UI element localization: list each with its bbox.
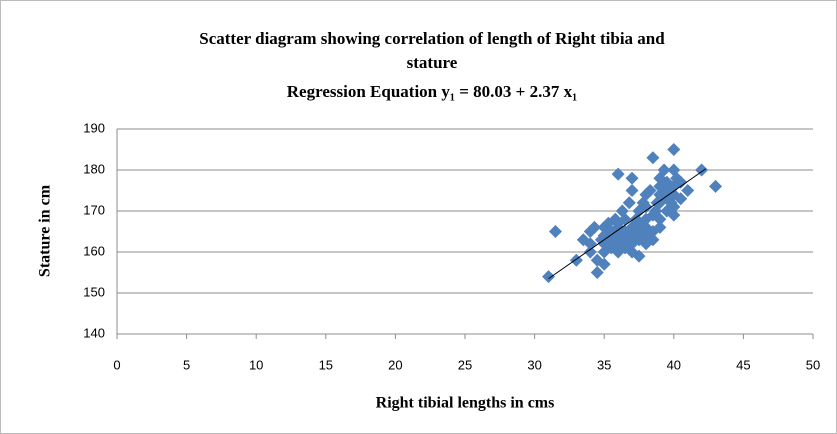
point: [646, 233, 660, 247]
y-tick-label: 140: [83, 325, 105, 340]
x-tick-label: 35: [597, 357, 611, 372]
point: [639, 200, 653, 214]
point: [657, 163, 671, 177]
point: [583, 245, 597, 259]
y-axis-label: Stature in cm: [37, 184, 54, 277]
point: [653, 212, 667, 226]
point: [681, 184, 695, 197]
x-tick-label: 40: [667, 357, 681, 372]
point: [625, 184, 639, 197]
x-tick-label: 25: [458, 357, 472, 372]
trend-line: [548, 168, 707, 280]
x-tick-label: 20: [388, 357, 402, 372]
point: [674, 192, 688, 206]
point: [709, 179, 723, 193]
point: [590, 266, 604, 279]
point: [597, 257, 611, 271]
point: [674, 175, 688, 189]
chart-title: Regression Equation y₁ = 80.03 + 2.37 x₁: [287, 82, 577, 101]
point: [667, 200, 681, 214]
y-tick-label: 160: [83, 243, 105, 258]
x-tick-label: 15: [319, 357, 333, 372]
y-tick-label: 190: [83, 120, 105, 135]
point: [643, 184, 657, 197]
x-tick-label: 10: [249, 357, 263, 372]
chart-title: stature: [407, 53, 458, 72]
x-tick-label: 5: [183, 357, 190, 372]
point: [542, 270, 556, 284]
y-tick-label: 180: [83, 161, 105, 176]
point: [587, 220, 601, 234]
point: [611, 167, 625, 181]
x-axis-label: Right tibial lengths in cms: [376, 395, 555, 412]
point: [667, 143, 681, 156]
point: [653, 220, 667, 234]
point: [622, 196, 636, 210]
chart-title: Scatter diagram showing correlation of l…: [199, 29, 665, 48]
x-tick-label: 30: [527, 357, 541, 372]
point: [548, 225, 562, 238]
y-tick-label: 150: [83, 284, 105, 299]
point: [632, 249, 646, 263]
x-tick-label: 45: [736, 357, 750, 372]
x-tick-label: 0: [113, 357, 120, 372]
point: [625, 171, 639, 185]
y-tick-label: 170: [83, 202, 105, 217]
point: [667, 208, 681, 222]
x-tick-label: 50: [806, 357, 820, 372]
point: [695, 163, 709, 177]
point: [646, 151, 660, 165]
